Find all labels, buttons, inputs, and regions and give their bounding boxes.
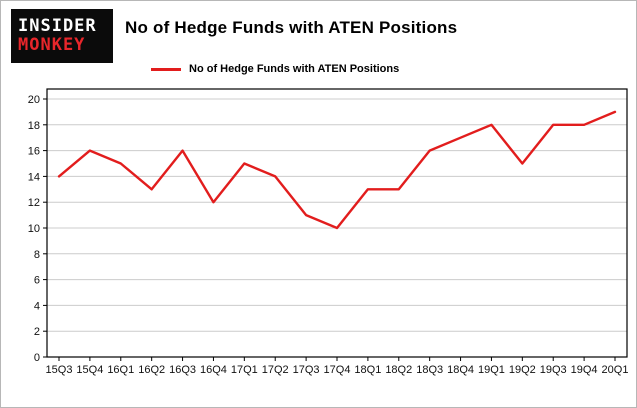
y-tick-label: 16 bbox=[28, 146, 40, 158]
x-tick-label: 19Q2 bbox=[509, 364, 536, 376]
gridlines bbox=[47, 98, 627, 332]
x-tick-label: 15Q4 bbox=[76, 364, 103, 376]
y-tick-label: 4 bbox=[34, 300, 40, 312]
x-tick-label: 17Q3 bbox=[293, 364, 320, 376]
x-tick-label: 15Q3 bbox=[46, 364, 73, 376]
chart-title: No of Hedge Funds with ATEN Positions bbox=[125, 18, 458, 37]
logo-text-monkey: MONKEY bbox=[18, 35, 86, 55]
x-tick-label: 18Q2 bbox=[385, 364, 412, 376]
logo-text-insider: INSIDER bbox=[18, 16, 97, 36]
y-tick-label: 8 bbox=[34, 249, 40, 261]
y-tick-label: 20 bbox=[28, 94, 40, 106]
x-tick-label: 18Q3 bbox=[416, 364, 443, 376]
x-tick-label: 18Q4 bbox=[447, 364, 474, 376]
x-tick-label: 16Q1 bbox=[107, 364, 134, 376]
x-tick-label: 17Q1 bbox=[231, 364, 258, 376]
y-tick-label: 12 bbox=[28, 197, 40, 209]
insider-monkey-logo: INSIDER MONKEY bbox=[11, 9, 113, 63]
x-tick-label: 18Q1 bbox=[354, 364, 381, 376]
x-tick-label: 16Q3 bbox=[169, 364, 196, 376]
legend-label: No of Hedge Funds with ATEN Positions bbox=[189, 63, 400, 75]
y-tick-label: 2 bbox=[34, 326, 40, 338]
y-tick-label: 18 bbox=[28, 120, 40, 132]
y-tick-label: 6 bbox=[34, 275, 40, 287]
plot-border bbox=[46, 88, 628, 358]
hedge-funds-series-line bbox=[57, 110, 617, 230]
chart-legend: No of Hedge Funds with ATEN Positions bbox=[151, 63, 399, 75]
x-tick-label: 16Q4 bbox=[200, 364, 227, 376]
x-tick-label: 16Q2 bbox=[138, 364, 165, 376]
x-tick-label: 17Q4 bbox=[324, 364, 351, 376]
y-tick-label: 0 bbox=[34, 352, 40, 364]
y-tick-label: 10 bbox=[28, 223, 40, 235]
y-axis-labels: 0 2 4 6 8 10 12 14 16 18 20 bbox=[28, 94, 47, 364]
x-tick-label: 19Q4 bbox=[571, 364, 598, 376]
y-tick-label: 14 bbox=[28, 171, 40, 183]
legend-line-swatch bbox=[151, 67, 181, 71]
x-tick-label: 19Q3 bbox=[540, 364, 567, 376]
x-tick-label: 20Q1 bbox=[602, 364, 629, 376]
x-tick-label: 17Q2 bbox=[262, 364, 289, 376]
x-tick-label: 19Q1 bbox=[478, 364, 505, 376]
x-axis-labels: 15Q3 15Q4 16Q1 16Q2 16Q3 16Q4 17Q1 17Q2 17Q3 17Q4… bbox=[46, 357, 629, 376]
